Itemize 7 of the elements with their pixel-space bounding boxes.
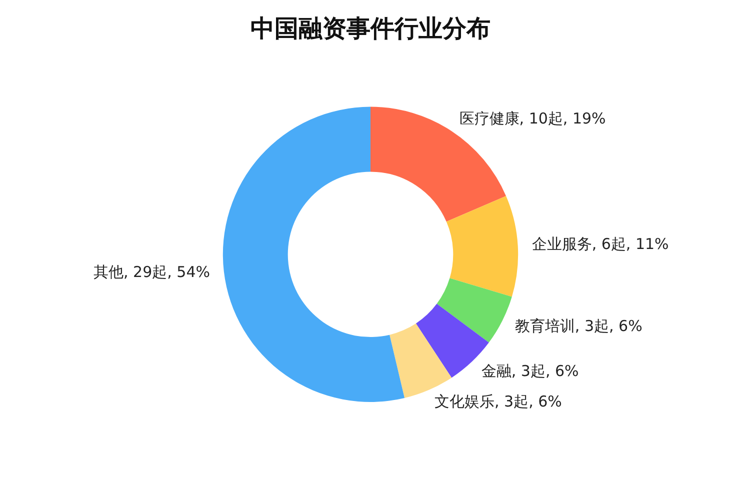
slice-label: 其他, 29起, 54% <box>93 263 210 282</box>
slice-label: 教育培训, 3起, 6% <box>514 316 642 335</box>
slice-label: 企业服务, 6起, 11% <box>532 234 669 253</box>
slice-label: 文化娱乐, 3起, 6% <box>434 392 562 411</box>
chart-title: 中国融资事件行业分布 <box>250 14 490 43</box>
slice-label: 医疗健康, 10起, 19% <box>459 109 606 128</box>
slice-label: 金融, 3起, 6% <box>481 362 579 380</box>
